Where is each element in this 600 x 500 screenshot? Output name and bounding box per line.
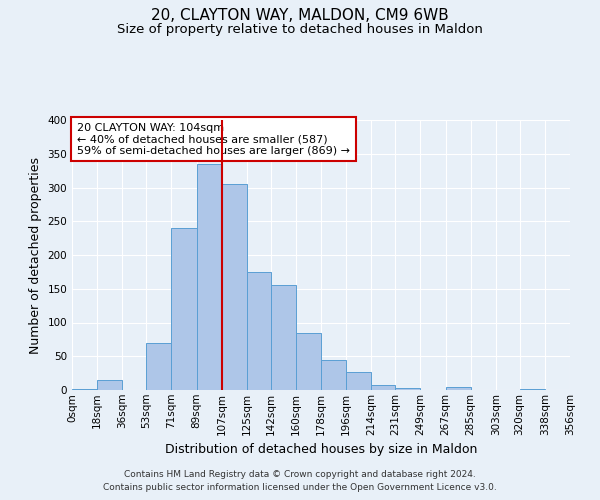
Text: 20 CLAYTON WAY: 104sqm
← 40% of detached houses are smaller (587)
59% of semi-de: 20 CLAYTON WAY: 104sqm ← 40% of detached… [77, 122, 350, 156]
Y-axis label: Number of detached properties: Number of detached properties [29, 156, 42, 354]
Bar [445, 386, 470, 390]
Text: 20, CLAYTON WAY, MALDON, CM9 6WB: 20, CLAYTON WAY, MALDON, CM9 6WB [151, 8, 449, 22]
Bar [371, 384, 395, 390]
Text: Distribution of detached houses by size in Maldon: Distribution of detached houses by size … [165, 442, 477, 456]
Bar [247, 272, 271, 390]
Bar [172, 228, 197, 390]
Bar [296, 332, 321, 390]
Text: Size of property relative to detached houses in Maldon: Size of property relative to detached ho… [117, 22, 483, 36]
Bar [221, 184, 247, 390]
Bar [395, 388, 421, 390]
Bar [520, 388, 545, 390]
Bar [346, 372, 371, 390]
Bar [146, 343, 172, 390]
Text: Contains HM Land Registry data © Crown copyright and database right 2024.: Contains HM Land Registry data © Crown c… [124, 470, 476, 479]
Text: Contains public sector information licensed under the Open Government Licence v3: Contains public sector information licen… [103, 482, 497, 492]
Bar [197, 164, 221, 390]
Bar [72, 388, 97, 390]
Bar [271, 286, 296, 390]
Bar [321, 360, 346, 390]
Bar [97, 380, 122, 390]
